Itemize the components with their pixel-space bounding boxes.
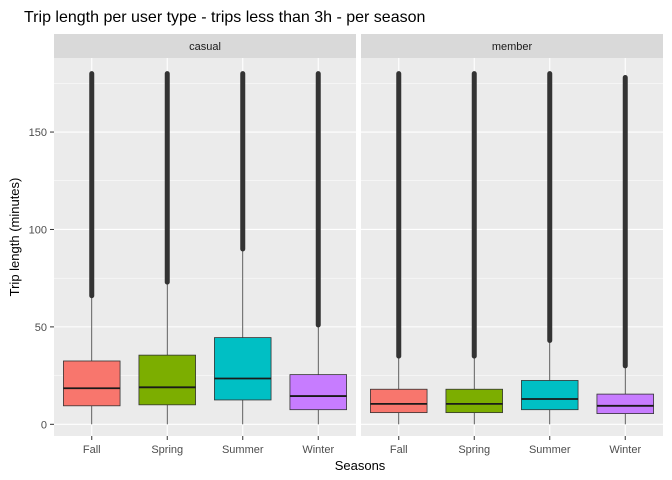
facet-strip-label: member bbox=[492, 41, 533, 53]
box-body bbox=[521, 380, 579, 411]
box-member-spring bbox=[445, 71, 503, 425]
box-casual-fall bbox=[63, 71, 121, 425]
box-body bbox=[289, 374, 347, 411]
box-casual-spring bbox=[138, 71, 196, 425]
x-tick-label: Spring bbox=[151, 444, 183, 456]
x-axis-title: Seasons bbox=[335, 458, 386, 473]
y-tick-label: 50 bbox=[35, 322, 47, 334]
facet-panel-casual: casual Fall Spring Summer Winter bbox=[54, 34, 356, 456]
box-member-winter bbox=[596, 74, 654, 425]
x-tick-label: Summer bbox=[529, 444, 571, 456]
box-casual-winter bbox=[289, 71, 347, 425]
y-axis-title: Trip length (minutes) bbox=[7, 178, 22, 297]
facet-strip bbox=[361, 34, 663, 58]
y-tick-label: 0 bbox=[41, 419, 47, 431]
y-tick-label: 100 bbox=[29, 224, 47, 236]
box-body bbox=[214, 337, 272, 401]
x-tick-label: Fall bbox=[390, 444, 408, 456]
box-casual-summer bbox=[214, 71, 272, 425]
box-body bbox=[445, 388, 503, 414]
box-body bbox=[596, 393, 654, 414]
facet-panel-member: member Fall Spring Summer Winter bbox=[361, 34, 663, 456]
x-tick-label: Winter bbox=[609, 444, 641, 456]
x-tick-label: Spring bbox=[458, 444, 490, 456]
box-body bbox=[63, 360, 121, 407]
facet-strip-label: casual bbox=[189, 41, 221, 53]
box-body bbox=[138, 354, 196, 406]
box-body bbox=[370, 388, 428, 414]
x-tick-label: Fall bbox=[83, 444, 101, 456]
x-tick-label: Summer bbox=[222, 444, 264, 456]
facet-strip bbox=[54, 34, 356, 58]
chart-title: Trip length per user type - trips less t… bbox=[24, 9, 425, 26]
x-tick-label: Winter bbox=[302, 444, 334, 456]
box-member-fall bbox=[370, 71, 428, 425]
y-tick-label: 150 bbox=[29, 127, 47, 139]
panel-background bbox=[361, 58, 663, 436]
box-member-summer bbox=[521, 71, 579, 425]
